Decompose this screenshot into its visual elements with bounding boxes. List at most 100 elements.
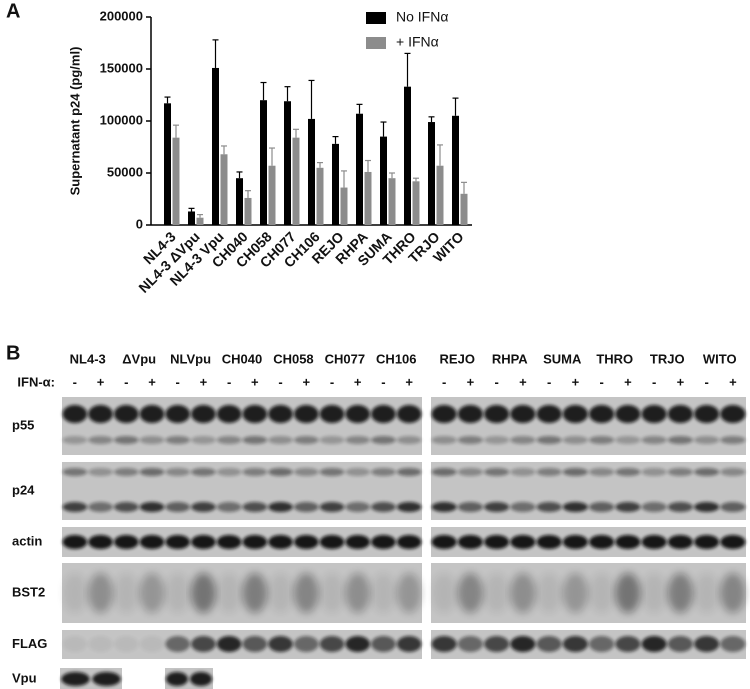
bar <box>172 137 180 225</box>
blot-band <box>615 468 641 476</box>
treatment-sign: + <box>251 374 259 389</box>
blot-band <box>113 573 139 613</box>
blot-band <box>589 573 615 613</box>
treatment-sign: + <box>148 374 156 389</box>
blot-band <box>431 535 457 549</box>
blot-band <box>242 436 268 444</box>
blot-band <box>113 502 139 512</box>
blot-band <box>319 535 345 549</box>
blot-band <box>641 535 667 549</box>
blot-band <box>62 405 88 423</box>
blot-band <box>191 535 216 549</box>
lane-label: THRO <box>596 351 633 366</box>
blot-band <box>396 573 422 613</box>
blot-band <box>216 436 242 444</box>
blot-band <box>165 502 191 512</box>
blot-band <box>536 502 562 512</box>
blot-band <box>457 535 483 549</box>
blot-band <box>431 436 457 444</box>
blot-band <box>536 405 562 423</box>
error-bar <box>221 145 227 155</box>
blot-band <box>615 573 641 613</box>
bar <box>428 122 435 225</box>
blot-band <box>62 436 88 444</box>
blot-band <box>562 535 588 549</box>
blot-band <box>345 502 371 512</box>
blot-band <box>293 573 319 613</box>
error-bar <box>260 81 267 101</box>
blot-band <box>667 573 693 613</box>
legend-swatch <box>366 37 386 49</box>
error-bar <box>413 177 419 182</box>
blot-band <box>319 636 345 652</box>
error-bar <box>236 171 243 179</box>
blot-band <box>562 636 588 652</box>
blot-band <box>216 468 242 476</box>
bar <box>220 154 228 225</box>
blot-band <box>667 468 693 476</box>
bar <box>380 136 387 225</box>
blot-band <box>165 436 191 444</box>
blot-band <box>88 405 113 423</box>
treatment-sign: - <box>442 374 446 389</box>
lane-label: CH040 <box>222 351 262 366</box>
blot-strip <box>431 630 746 659</box>
blot-band <box>242 468 268 476</box>
treatment-sign: - <box>494 374 498 389</box>
blot-band <box>189 672 213 686</box>
blot-band <box>510 436 536 444</box>
treatment-sign: + <box>405 374 413 389</box>
bar <box>404 86 411 226</box>
blot-band <box>62 535 88 549</box>
blot-band <box>113 405 139 423</box>
treatment-sign: + <box>97 374 105 389</box>
blot-band <box>396 468 422 476</box>
blot-band <box>191 468 216 476</box>
lane-label: NLVpu <box>170 351 211 366</box>
blot-band <box>510 636 536 652</box>
blot-band <box>345 436 371 444</box>
blot-band <box>371 573 396 613</box>
blot-band <box>319 468 345 476</box>
blot-band <box>319 502 345 512</box>
blot-band <box>62 636 88 652</box>
blot-band <box>345 405 371 423</box>
blot-band <box>589 535 615 549</box>
bar <box>316 167 324 225</box>
treatment-sign: + <box>624 374 632 389</box>
blot-band <box>88 573 113 613</box>
legend-label: + IFNα <box>396 34 439 50</box>
blot-band <box>268 636 293 652</box>
blot-band <box>694 636 720 652</box>
blot-band <box>484 468 510 476</box>
blot-band <box>371 636 396 652</box>
blot-band <box>562 436 588 444</box>
blot-band <box>293 535 319 549</box>
treatment-sign: - <box>227 374 231 389</box>
bar <box>236 178 243 225</box>
blot-band <box>720 468 746 476</box>
blot-band <box>61 672 90 686</box>
bar <box>244 197 252 225</box>
blot-band <box>191 502 216 512</box>
blot-band <box>396 436 422 444</box>
blot-band <box>113 535 139 549</box>
blot-band <box>396 502 422 512</box>
blot-band <box>139 535 165 549</box>
error-bar <box>269 147 275 166</box>
blot-band <box>88 636 113 652</box>
treatment-sign: + <box>354 374 362 389</box>
treatment-sign: + <box>572 374 580 389</box>
blot-band <box>216 573 242 613</box>
treatment-label: IFN-α: <box>17 374 55 389</box>
blot-band <box>536 436 562 444</box>
lane-label: SUMA <box>543 351 582 366</box>
bar <box>460 193 468 225</box>
blot-band <box>62 502 88 512</box>
blot-band <box>641 636 667 652</box>
blot-band <box>268 436 293 444</box>
blot-band <box>293 502 319 512</box>
treatment-sign: - <box>278 374 282 389</box>
treatment-sign: - <box>73 374 77 389</box>
